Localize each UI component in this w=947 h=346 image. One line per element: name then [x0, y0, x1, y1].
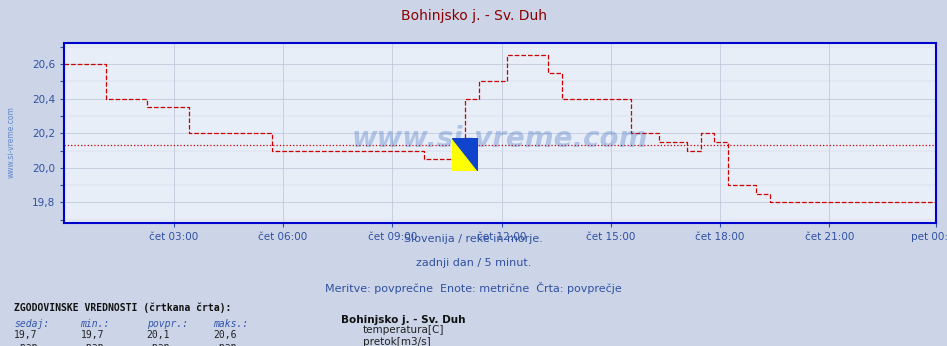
Polygon shape [452, 138, 478, 171]
Text: zadnji dan / 5 minut.: zadnji dan / 5 minut. [416, 258, 531, 268]
Text: sedaj:: sedaj: [14, 319, 49, 329]
Text: 20,1: 20,1 [147, 330, 170, 340]
Text: Slovenija / reke in morje.: Slovenija / reke in morje. [404, 234, 543, 244]
Text: -nan: -nan [147, 342, 170, 346]
Text: Bohinjsko j. - Sv. Duh: Bohinjsko j. - Sv. Duh [341, 315, 465, 325]
Text: ZGODOVINSKE VREDNOSTI (črtkana črta):: ZGODOVINSKE VREDNOSTI (črtkana črta): [14, 303, 232, 313]
Text: Bohinjsko j. - Sv. Duh: Bohinjsko j. - Sv. Duh [401, 9, 546, 22]
Text: 20,6: 20,6 [213, 330, 237, 340]
Text: www.si-vreme.com: www.si-vreme.com [7, 106, 16, 178]
Text: 19,7: 19,7 [14, 330, 38, 340]
Text: www.si-vreme.com: www.si-vreme.com [351, 125, 649, 153]
Text: pretok[m3/s]: pretok[m3/s] [363, 337, 431, 346]
Polygon shape [452, 138, 478, 171]
Text: -nan: -nan [80, 342, 104, 346]
Text: 19,7: 19,7 [80, 330, 104, 340]
Text: povpr.:: povpr.: [147, 319, 188, 329]
Text: -nan: -nan [213, 342, 237, 346]
Text: maks.:: maks.: [213, 319, 248, 329]
Text: min.:: min.: [80, 319, 110, 329]
Text: temperatura[C]: temperatura[C] [363, 325, 444, 335]
Text: Meritve: povprečne  Enote: metrične  Črta: povprečje: Meritve: povprečne Enote: metrične Črta:… [325, 282, 622, 294]
Text: -nan: -nan [14, 342, 38, 346]
